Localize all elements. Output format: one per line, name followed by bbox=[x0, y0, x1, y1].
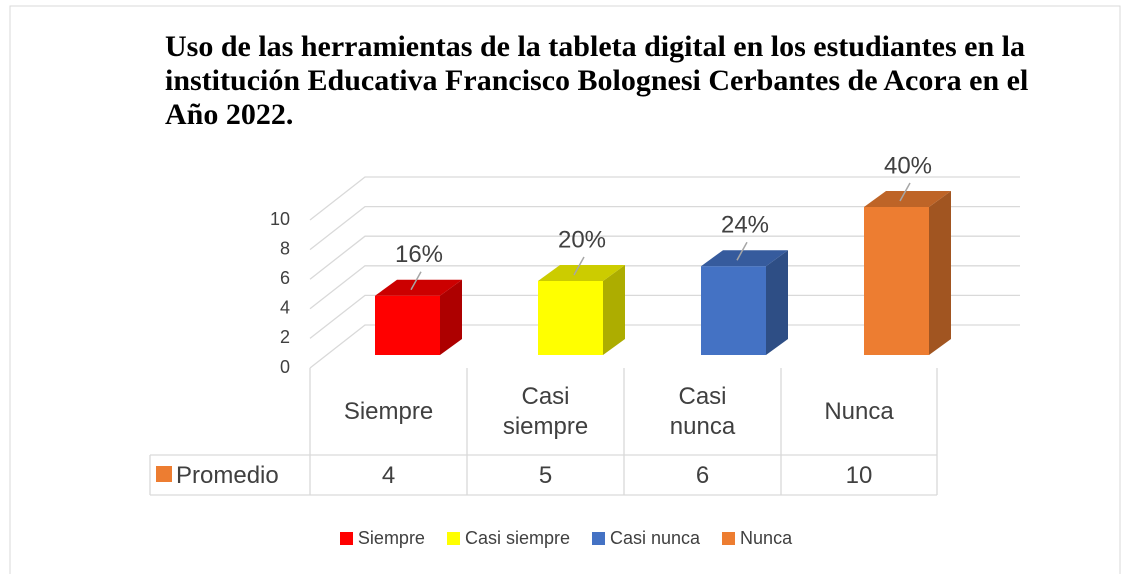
bar-side bbox=[603, 265, 625, 355]
table-value: 6 bbox=[695, 461, 710, 489]
bar-front bbox=[375, 295, 440, 355]
legend-swatch bbox=[722, 532, 736, 545]
legend-label: Nunca bbox=[740, 528, 793, 548]
bar-top bbox=[864, 191, 951, 207]
y-tick-label: 8 bbox=[280, 238, 290, 258]
data-label: 24% bbox=[721, 212, 769, 239]
grid-line bbox=[309, 235, 1020, 280]
bar-side bbox=[440, 279, 462, 355]
y-tick-label: 4 bbox=[280, 298, 290, 318]
leader-line bbox=[573, 256, 585, 276]
leader-line bbox=[899, 182, 911, 202]
legend-label: Casi siempre bbox=[464, 528, 570, 548]
chart-title: Uso de las herramientas de la tableta di… bbox=[165, 30, 1029, 131]
legend-swatch bbox=[591, 532, 605, 545]
chart-frame bbox=[9, 5, 1121, 574]
category-label: Casi nunca bbox=[669, 383, 736, 440]
category-label: Nunca bbox=[824, 398, 894, 425]
y-tick-label: 6 bbox=[280, 268, 290, 288]
table-value: 4 bbox=[381, 461, 396, 489]
bar-side bbox=[766, 250, 788, 355]
y-tick-label: 2 bbox=[280, 327, 290, 347]
bar-front bbox=[864, 207, 929, 355]
bar-side bbox=[929, 191, 951, 355]
legend-item: Nunca bbox=[722, 528, 792, 549]
grid-line bbox=[309, 265, 1020, 310]
legend: Siempre Casi siempre Casi nunca Nunca bbox=[0, 528, 1132, 549]
bar bbox=[864, 191, 951, 355]
data-label: 16% bbox=[395, 241, 443, 268]
legend-item: Casi siempre bbox=[446, 528, 570, 549]
bar-top bbox=[701, 250, 788, 267]
y-tick-label: 0 bbox=[280, 357, 290, 377]
legend-key bbox=[156, 466, 172, 482]
category-label: Siempre bbox=[343, 398, 434, 425]
grid-line bbox=[309, 205, 1020, 251]
bar-front bbox=[538, 281, 603, 355]
bar-top bbox=[538, 265, 625, 281]
data-label: 20% bbox=[558, 226, 606, 253]
bar bbox=[538, 265, 625, 355]
legend-item: Casi nunca bbox=[591, 528, 701, 549]
bar bbox=[375, 279, 462, 355]
legend-swatch bbox=[446, 532, 460, 545]
legend-label: Siempre bbox=[357, 528, 425, 548]
leader-line bbox=[410, 271, 422, 291]
category-label: Casi siempre bbox=[502, 383, 589, 440]
bar bbox=[701, 250, 788, 355]
bar-top bbox=[375, 279, 462, 296]
series-name: Promedio bbox=[176, 461, 279, 489]
bar-front bbox=[701, 266, 766, 355]
legend-swatch bbox=[339, 532, 353, 545]
leader-line bbox=[736, 241, 748, 261]
table-value: 5 bbox=[538, 461, 553, 489]
table-value: 10 bbox=[845, 461, 873, 489]
legend-item: Siempre bbox=[339, 528, 425, 549]
data-label: 40% bbox=[884, 152, 932, 179]
grid-line bbox=[309, 176, 1020, 221]
grid-line bbox=[309, 294, 1020, 339]
y-tick-label: 10 bbox=[270, 209, 290, 229]
grid-line bbox=[309, 324, 1020, 369]
legend-label: Casi nunca bbox=[609, 528, 701, 548]
